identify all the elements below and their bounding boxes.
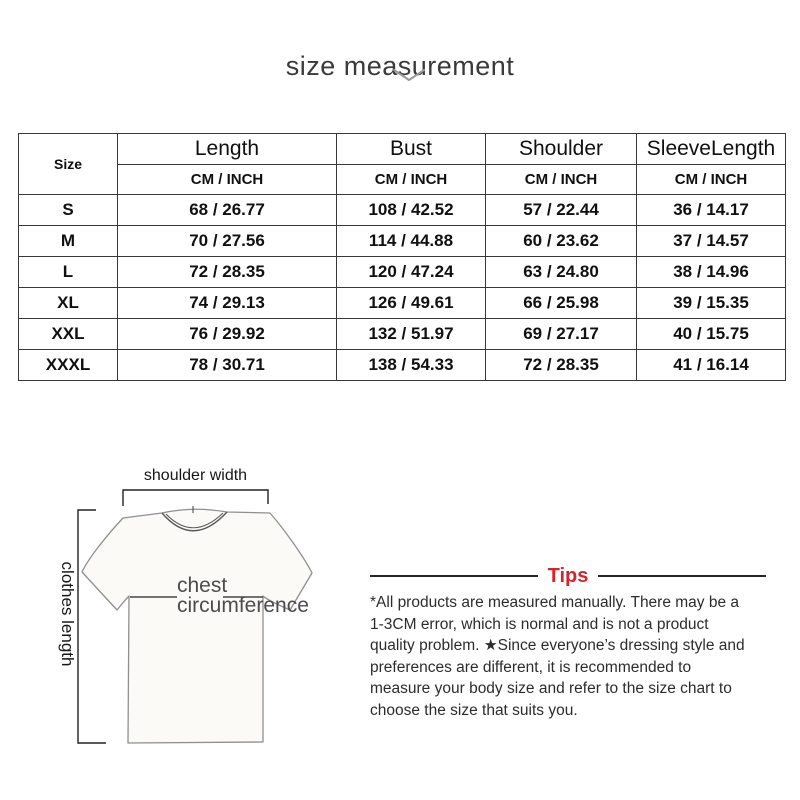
table-row-xxl: XXL 76 / 29.92 132 / 51.97 69 / 27.17 40… bbox=[18, 318, 786, 350]
tips-title: Tips bbox=[547, 564, 589, 587]
col-header-sleevelength: SleeveLength bbox=[636, 133, 786, 165]
collar-inner-line bbox=[165, 512, 224, 529]
chevron-down-icon bbox=[393, 69, 425, 82]
unit-header-bust: CM / INCH bbox=[336, 164, 486, 195]
unit-header-shoulder: CM / INCH bbox=[485, 164, 637, 195]
tips-line: *All products are measured manually. The… bbox=[370, 594, 740, 611]
col-header-size: Size bbox=[18, 133, 118, 195]
col-header-shoulder: Shoulder bbox=[485, 133, 637, 165]
unit-header-length: CM / INCH bbox=[117, 164, 337, 195]
page-title: size measurement bbox=[285, 51, 515, 82]
cell-bust: 120 / 47.24 bbox=[336, 256, 486, 288]
cell-shoulder: 69 / 27.17 bbox=[485, 318, 637, 350]
cell-sleeve: 38 / 14.96 bbox=[636, 256, 786, 288]
cell-shoulder: 66 / 25.98 bbox=[485, 287, 637, 319]
tips-left-rule bbox=[370, 575, 538, 577]
tips-header: Tips bbox=[370, 564, 767, 588]
cell-shoulder: 72 / 28.35 bbox=[485, 349, 637, 381]
cell-bust: 132 / 51.97 bbox=[336, 318, 486, 350]
cell-length: 76 / 29.92 bbox=[117, 318, 337, 350]
tips-line: 1-3CM error, which is normal and is not … bbox=[370, 615, 709, 633]
cell-bust: 138 / 54.33 bbox=[336, 349, 486, 381]
cell-shoulder: 57 / 22.44 bbox=[485, 194, 637, 226]
cell-sleeve: 39 / 15.35 bbox=[636, 287, 786, 319]
cell-length: 68 / 26.77 bbox=[117, 194, 337, 226]
tips-section: Tips *All products are measured manually… bbox=[370, 564, 767, 722]
cell-size: L bbox=[18, 256, 118, 288]
tips-line: measure your body size and refer to the … bbox=[370, 680, 732, 698]
label-chest-circumference: chest circumference bbox=[177, 574, 309, 617]
tips-line: quality problem. ★Since everyone’s dress… bbox=[370, 637, 745, 655]
collar-outer-line bbox=[161, 511, 228, 532]
unit-header-sleevelength: CM / INCH bbox=[636, 164, 786, 195]
cell-sleeve: 37 / 14.57 bbox=[636, 225, 786, 257]
cell-shoulder: 60 / 23.62 bbox=[485, 225, 637, 257]
cell-bust: 114 / 44.88 bbox=[336, 225, 486, 257]
tshirt-outline bbox=[81, 508, 313, 744]
cell-size: S bbox=[18, 194, 118, 226]
clothes-length-bracket bbox=[77, 509, 106, 744]
tips-line: preferences are different, it is recomme… bbox=[370, 658, 692, 676]
size-measurement-table: Size Length Bust Shoulder SleeveLength C… bbox=[18, 133, 786, 381]
cell-bust: 126 / 49.61 bbox=[336, 287, 486, 319]
shoulder-width-bracket bbox=[122, 489, 269, 506]
cell-size: M bbox=[18, 225, 118, 257]
cell-sleeve: 41 / 16.14 bbox=[636, 349, 786, 381]
tips-body: *All products are measured manually. The… bbox=[370, 592, 766, 722]
cell-sleeve: 40 / 15.75 bbox=[636, 318, 786, 350]
cell-size: XXL bbox=[18, 318, 118, 350]
cell-length: 74 / 29.13 bbox=[117, 287, 337, 319]
table-row-s: S 68 / 26.77 108 / 42.52 57 / 22.44 36 /… bbox=[18, 194, 786, 226]
table-row-l: L 72 / 28.35 120 / 47.24 63 / 24.80 38 /… bbox=[18, 256, 786, 288]
table-row-m: M 70 / 27.56 114 / 44.88 60 / 23.62 37 /… bbox=[18, 225, 786, 257]
cell-sleeve: 36 / 14.17 bbox=[636, 194, 786, 226]
cell-size: XXXL bbox=[18, 349, 118, 381]
label-clothes-length: clothes length bbox=[58, 561, 77, 667]
table-row-xxxl: XXXL 78 / 30.71 138 / 54.33 72 / 28.35 4… bbox=[18, 349, 786, 381]
cell-length: 70 / 27.56 bbox=[117, 225, 337, 257]
cell-shoulder: 63 / 24.80 bbox=[485, 256, 637, 288]
cell-bust: 108 / 42.52 bbox=[336, 194, 486, 226]
cell-size: XL bbox=[18, 287, 118, 319]
table-row-xl: XL 74 / 29.13 126 / 49.61 66 / 25.98 39 … bbox=[18, 287, 786, 319]
tips-line: choose the size that suits you. bbox=[370, 701, 578, 719]
cell-length: 72 / 28.35 bbox=[117, 256, 337, 288]
col-header-bust: Bust bbox=[336, 133, 486, 165]
label-shoulder-width: shoulder width bbox=[143, 467, 248, 484]
col-header-length: Length bbox=[117, 133, 337, 165]
tips-right-rule bbox=[598, 575, 767, 577]
cell-length: 78 / 30.71 bbox=[117, 349, 337, 381]
